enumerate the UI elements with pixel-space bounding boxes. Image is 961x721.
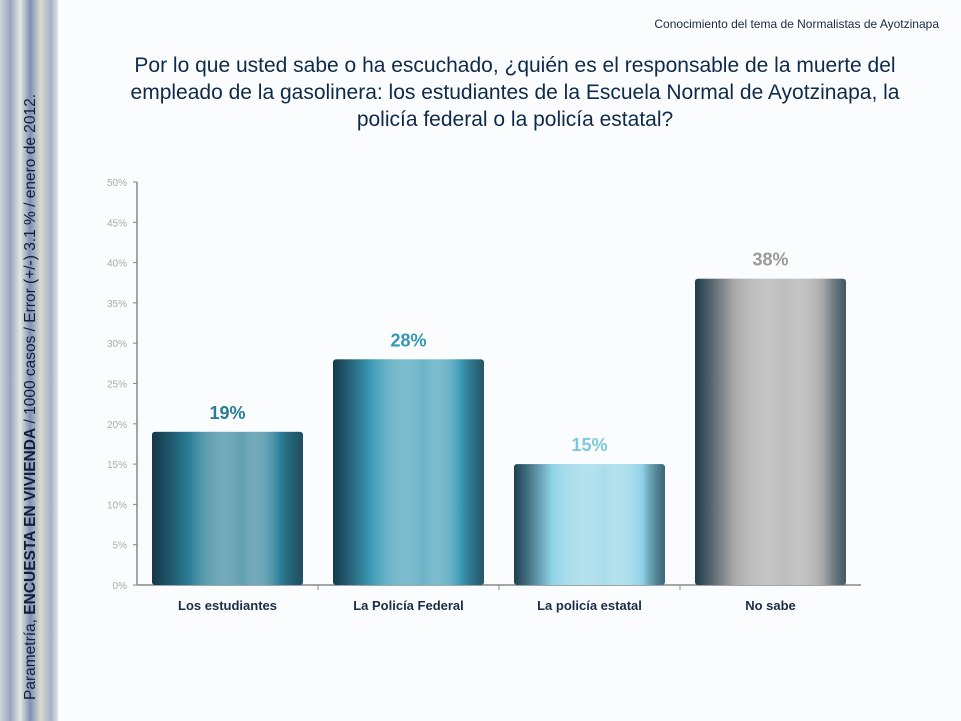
y-tick-label: 10% xyxy=(107,500,127,511)
y-tick-label: 15% xyxy=(107,460,127,471)
bar-shading xyxy=(514,464,665,585)
y-tick-label: 5% xyxy=(113,541,128,552)
topic-header: Conocimiento del tema de Normalistas de … xyxy=(654,17,939,31)
bar-shading xyxy=(152,431,303,585)
y-tick-label: 40% xyxy=(107,259,127,270)
y-tick-label: 50% xyxy=(107,178,127,189)
data-label: 15% xyxy=(571,435,607,455)
data-label: 28% xyxy=(390,330,426,350)
y-tick-label: 35% xyxy=(107,299,127,310)
x-category-label: No sabe xyxy=(745,598,796,613)
x-category-label: Los estudiantes xyxy=(178,598,277,613)
bar-shading xyxy=(333,359,484,585)
x-category-label: La policía estatal xyxy=(537,598,642,613)
y-tick-label: 20% xyxy=(107,420,127,431)
chart-title: Por lo que usted sabe o ha escuchado, ¿q… xyxy=(130,54,900,131)
bar-shading xyxy=(695,278,846,585)
data-label: 38% xyxy=(752,250,788,270)
y-tick-label: 0% xyxy=(113,581,128,592)
x-category-label: La Policía Federal xyxy=(353,598,464,613)
y-tick-label: 30% xyxy=(107,339,127,350)
y-tick-label: 25% xyxy=(107,380,127,391)
y-tick-label: 45% xyxy=(107,218,127,229)
decorative-side-strip xyxy=(0,0,58,721)
data-label: 19% xyxy=(209,403,245,423)
